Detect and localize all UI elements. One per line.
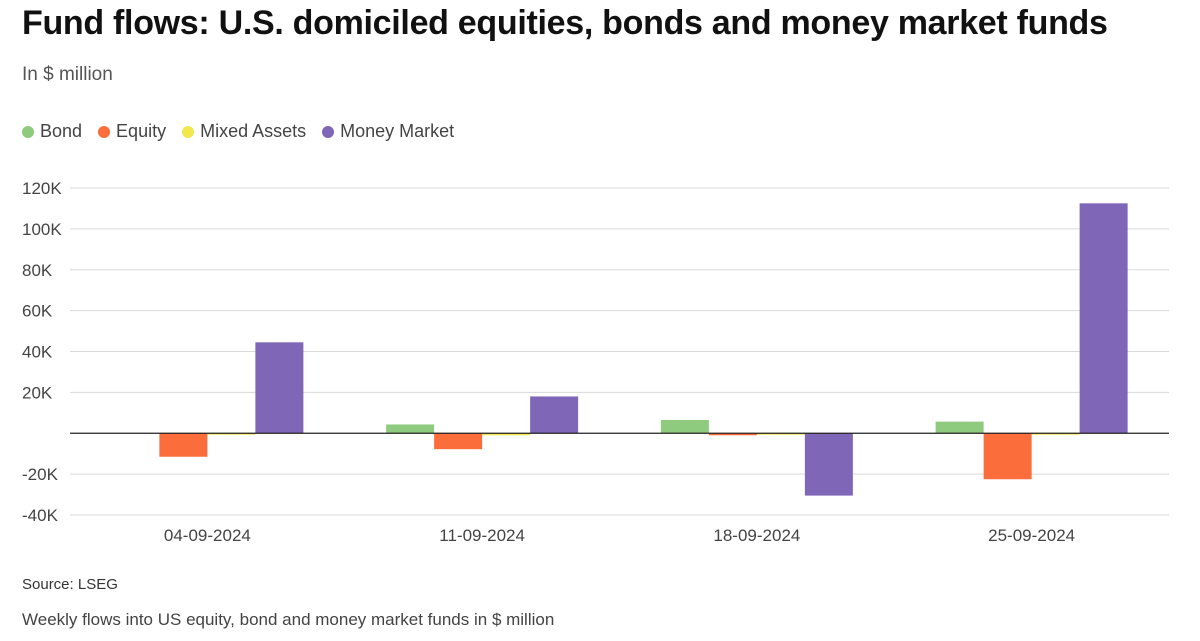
legend-label: Bond bbox=[40, 121, 83, 141]
bar-money-market bbox=[804, 433, 853, 496]
chart-subtitle: In $ million bbox=[22, 64, 113, 85]
y-tick-label: -40K bbox=[22, 506, 59, 525]
source-note: Source: LSEG bbox=[22, 576, 118, 593]
chart-footnote: Weekly flows into US equity, bond and mo… bbox=[22, 610, 555, 629]
bar-money-market bbox=[530, 396, 579, 434]
bar-bond bbox=[660, 419, 709, 434]
bar-equity bbox=[434, 433, 483, 450]
bar-mixed-assets bbox=[207, 433, 256, 435]
legend-item-money-market: Money Market bbox=[322, 121, 454, 142]
legend: Bond Equity Mixed Assets Money Market bbox=[22, 121, 454, 142]
bar-equity bbox=[159, 433, 208, 457]
x-tick-label: 04-09-2024 bbox=[164, 526, 251, 545]
y-tick-label: 20K bbox=[22, 383, 53, 402]
x-tick-label: 25-09-2024 bbox=[988, 526, 1075, 545]
bar-mixed-assets bbox=[1031, 433, 1080, 435]
y-tick-label: 40K bbox=[22, 343, 53, 362]
y-tick-label: 80K bbox=[22, 261, 53, 280]
legend-swatch bbox=[22, 125, 34, 138]
y-tick-label: -20K bbox=[22, 465, 59, 484]
legend-swatch bbox=[322, 125, 335, 138]
x-tick-label: 11-09-2024 bbox=[439, 526, 525, 545]
bar-mixed-assets bbox=[756, 433, 805, 435]
legend-item-equity: Equity bbox=[98, 121, 166, 142]
bar-equity bbox=[708, 433, 757, 436]
y-tick-label: 60K bbox=[22, 302, 53, 321]
legend-swatch bbox=[182, 125, 195, 138]
y-tick-label: 120K bbox=[22, 179, 62, 198]
bar-bond bbox=[935, 421, 984, 434]
bar-bond bbox=[386, 424, 435, 434]
bar-money-market bbox=[1079, 203, 1128, 434]
x-tick-label: 18-09-2024 bbox=[713, 526, 800, 545]
legend-label: Equity bbox=[116, 121, 167, 141]
legend-item-mixed-assets: Mixed Assets bbox=[182, 121, 306, 142]
legend-item-bond: Bond bbox=[22, 121, 82, 142]
legend-label: Money Market bbox=[340, 121, 455, 141]
bar-mixed-assets bbox=[482, 433, 531, 436]
legend-swatch bbox=[98, 125, 111, 138]
legend-label: Mixed Assets bbox=[200, 121, 307, 141]
bar-money-market bbox=[255, 342, 304, 434]
chart-title: Fund flows: U.S. domiciled equities, bon… bbox=[22, 4, 1108, 42]
y-tick-label: 100K bbox=[22, 220, 62, 239]
bar-equity bbox=[983, 433, 1032, 480]
